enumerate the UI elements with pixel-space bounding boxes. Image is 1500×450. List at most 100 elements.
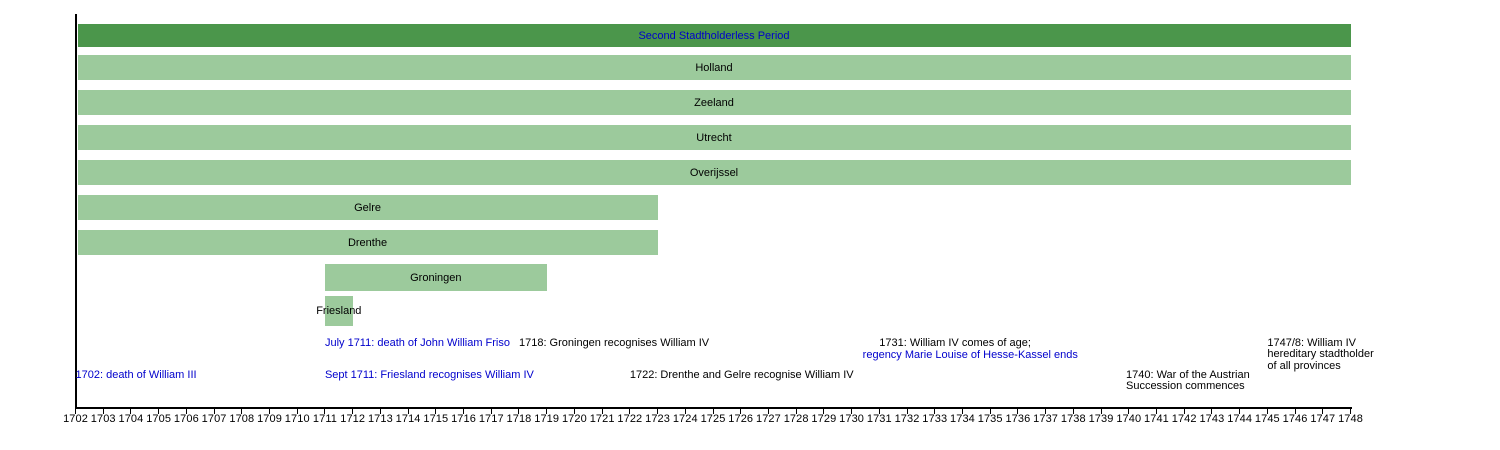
x-axis-tick-1706 [185, 408, 187, 414]
x-axis-tick-1713 [379, 408, 381, 414]
annotation-line: 1722: Drenthe and Gelre recognise Willia… [629, 369, 854, 381]
x-axis-tick-1723 [657, 408, 659, 414]
x-axis-tick-1735 [989, 408, 991, 414]
bar-label-groningen: Groningen [410, 271, 462, 284]
x-axis-label-1742: 1742 [1171, 413, 1197, 425]
x-axis-label-1707: 1707 [201, 413, 227, 425]
annotation-1722-drenthe-and-gelre-recognise-william-iv: 1722: Drenthe and Gelre recognise Willia… [629, 369, 854, 381]
x-axis-tick-1730 [851, 408, 853, 414]
x-axis-tick-1721 [601, 408, 603, 414]
x-axis-label-1724: 1724 [672, 413, 698, 425]
x-axis-tick-1715 [435, 408, 437, 414]
x-axis-label-1737: 1737 [1033, 413, 1059, 425]
timeline-bar-second-stadtholderless-period: Second Stadtholderless Period [77, 24, 1351, 47]
x-axis-label-1730: 1730 [839, 413, 865, 425]
bar-label-holland: Holland [695, 61, 733, 74]
x-axis-label-1728: 1728 [783, 413, 809, 425]
annotation-line: Sept 1711: Friesland recognises William … [324, 369, 534, 381]
annotation-line: Succession commences [1125, 380, 1245, 393]
annotation-regency-marie-louise-of-hesse-kassel-ends[interactable]: regency Marie Louise of Hesse-Kassel end… [863, 349, 1078, 361]
annotation-1740-war-of-the-austrian: 1740: War of the Austrian Succession comm… [1125, 369, 1250, 393]
x-axis-label-1741: 1741 [1144, 413, 1169, 425]
x-axis-label-1708: 1708 [229, 413, 255, 425]
x-axis-tick-1717 [490, 408, 492, 414]
timeline-bar-holland: Holland [77, 55, 1351, 80]
x-axis-tick-1724 [684, 408, 686, 414]
bar-label-second-stadtholderless-period[interactable]: Second Stadtholderless Period [638, 29, 790, 42]
annotation-line: 1718: Groningen recognises William IV [518, 337, 710, 349]
x-axis-tick-1707 [213, 408, 215, 414]
x-axis-tick-1712 [352, 408, 354, 414]
x-axis-tick-1716 [463, 408, 465, 414]
annotation-line: hereditary stadtholder [1267, 348, 1374, 361]
x-axis-label-1713: 1713 [367, 413, 393, 425]
timeline-bar-utrecht: Utrecht [77, 125, 1351, 150]
x-axis-label-1711: 1711 [312, 413, 337, 425]
x-axis-tick-1705 [158, 408, 160, 414]
annotation-sept-1711-friesland-recognises-william-iv[interactable]: Sept 1711: Friesland recognises William … [324, 369, 534, 381]
x-axis-label-1719: 1719 [534, 413, 560, 425]
x-axis-tick-1704 [130, 408, 132, 414]
x-axis-tick-1747 [1322, 408, 1324, 414]
x-axis-label-1721: 1721 [589, 413, 615, 425]
x-axis-label-1743: 1743 [1199, 413, 1225, 425]
bar-label-overijssel: Overijssel [689, 166, 739, 179]
x-axis-tick-1708 [241, 408, 243, 414]
x-axis-label-1706: 1706 [173, 413, 199, 425]
x-axis-label-1715: 1715 [423, 413, 449, 425]
annotation-july-1711-death-of-john-william-friso[interactable]: July 1711: death of John William Friso [325, 337, 510, 349]
x-axis-label-1740: 1740 [1116, 413, 1142, 425]
bar-label-utrecht: Utrecht [696, 131, 732, 144]
x-axis-tick-1711 [324, 408, 326, 414]
bar-label-drenthe: Drenthe [347, 236, 388, 249]
annotation-line: of all provinces [1267, 359, 1341, 372]
timeline-bar-gelre: Gelre [77, 195, 658, 220]
x-axis-label-1748: 1748 [1338, 413, 1363, 425]
bar-label-friesland: Friesland [316, 305, 362, 317]
x-axis-tick-1703 [102, 408, 104, 414]
annotation-1718-groningen-recognises-william-iv: 1718: Groningen recognises William IV [518, 337, 710, 349]
x-axis-tick-1702 [75, 408, 76, 414]
x-axis-label-1726: 1726 [728, 413, 754, 425]
x-axis-label-1710: 1710 [284, 413, 310, 425]
annotation-1702-death-of-william-iii[interactable]: 1702: death of William III [75, 369, 197, 381]
x-axis-tick-1720 [573, 408, 575, 414]
annotation-line: 1702: death of William III [75, 369, 197, 381]
x-axis-label-1720: 1720 [561, 413, 587, 425]
x-axis-tick-1739 [1100, 408, 1102, 414]
x-axis-tick-1710 [296, 408, 298, 414]
x-axis-tick-1727 [767, 408, 769, 414]
x-axis-label-1736: 1736 [1005, 413, 1031, 425]
x-axis-label-1714: 1714 [395, 413, 421, 425]
annotation-1747-8-william-iv: 1747/8: William IV hereditary stadtholder… [1267, 337, 1374, 372]
x-axis-label-1735: 1735 [977, 413, 1003, 425]
x-axis-label-1732: 1732 [894, 413, 920, 425]
x-axis-tick-1733 [934, 408, 936, 414]
x-axis-tick-1745 [1266, 408, 1268, 414]
x-axis-tick-1740 [1128, 408, 1130, 414]
x-axis-tick-1725 [712, 408, 714, 414]
x-axis-tick-1744 [1239, 408, 1241, 414]
x-axis-label-1702: 1702 [63, 413, 88, 425]
annotation-1731-william-iv-comes-of-age: 1731: William IV comes of age; [879, 337, 1031, 349]
timeline-bar-zeeland: Zeeland [77, 90, 1351, 115]
x-axis-tick-1729 [823, 408, 825, 414]
annotation-line: 1747/8: William IV [1267, 337, 1356, 349]
timeline-bar-groningen: Groningen [324, 264, 547, 291]
annotation-line: 1740: War of the Austrian [1125, 369, 1250, 381]
x-axis-label-1718: 1718 [506, 413, 532, 425]
x-axis-tick-1738 [1072, 408, 1074, 414]
x-axis-label-1705: 1705 [146, 413, 172, 425]
x-axis-line [75, 407, 1352, 409]
x-axis-tick-1736 [1017, 408, 1019, 414]
x-axis-tick-1748 [1350, 408, 1351, 414]
bar-label-gelre: Gelre [354, 201, 381, 214]
x-axis-label-1747: 1747 [1310, 413, 1336, 425]
x-axis-label-1734: 1734 [950, 413, 975, 425]
x-axis-label-1703: 1703 [90, 413, 116, 425]
x-axis-label-1739: 1739 [1088, 413, 1114, 425]
x-axis-tick-1714 [407, 408, 409, 414]
timeline-bar-overijssel: Overijssel [77, 160, 1351, 185]
x-axis-label-1717: 1717 [478, 413, 504, 425]
